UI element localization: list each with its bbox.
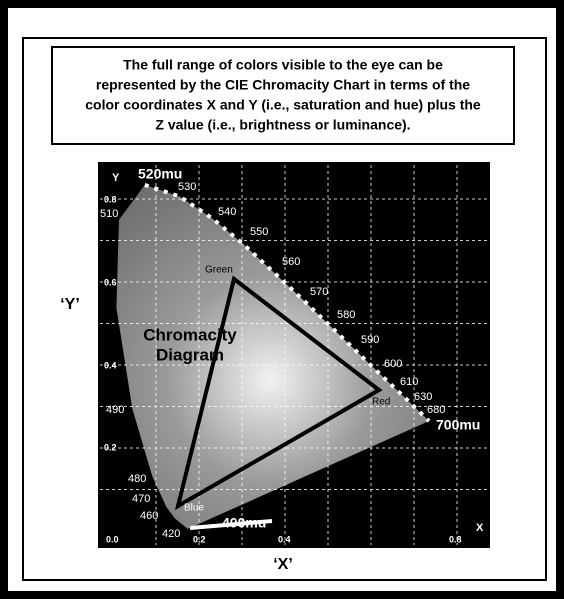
x-tick-label: 0.4 <box>278 534 291 544</box>
purple-line-tick <box>189 519 273 530</box>
wavelength-label: 520mu <box>138 166 182 182</box>
wavelength-label: 490 <box>106 404 124 416</box>
inner-frame <box>22 37 547 581</box>
wavelength-label: 420 <box>162 528 180 540</box>
y-tick-label: 0.2 <box>104 442 117 452</box>
wavelength-label: 580 <box>337 309 355 321</box>
caption-line: The full range of colors visible to the … <box>123 57 443 73</box>
wavelength-label: 630 <box>414 391 432 403</box>
gamut-triangle <box>174 275 383 511</box>
x-tick-label: 0.2 <box>193 534 206 544</box>
wavelength-label: 570 <box>310 286 328 298</box>
wavelength-label: 510 <box>100 208 118 220</box>
wavelength-label: 610 <box>400 376 418 388</box>
wavelength-label: 400mu <box>222 515 266 531</box>
vertex-label: Red <box>372 397 390 408</box>
y-tick-label: 0.4 <box>104 360 117 370</box>
wavelength-label: 590 <box>361 334 379 346</box>
x-axis-label: ‘X’ <box>273 556 293 573</box>
x-tick-label: 0.8 <box>449 534 462 544</box>
wavelength-label: 560 <box>282 256 300 268</box>
caption-line: Z value (i.e., brightness or luminance). <box>155 117 410 133</box>
region-label: Chromacity Diagram <box>143 325 237 364</box>
vertex-labels: Green Red Blue <box>184 265 390 514</box>
wavelength-label: 460 <box>140 510 158 522</box>
wavelength-label: 540 <box>218 206 236 218</box>
axis-name: Y <box>112 172 120 184</box>
wavelength-label: 530 <box>178 181 196 193</box>
y-axis-label: ‘Y’ <box>60 296 80 313</box>
wavelength-label: 600 <box>384 358 402 370</box>
caption: The full range of colors visible to the … <box>85 57 481 133</box>
axis-ticks: Y X 0.8 0.6 0.4 0.2 0.0 0.2 0.4 0.8 <box>104 172 484 544</box>
caption-line: color coordinates X and Y (i.e., saturat… <box>85 97 481 113</box>
wavelength-label: 550 <box>250 226 268 238</box>
y-tick-label: 0.6 <box>104 277 117 287</box>
wavelength-label: 700mu <box>436 417 480 433</box>
x-tick-label: 0.0 <box>106 534 119 544</box>
vertex-label: Blue <box>184 503 204 514</box>
region-label-line: Chromacity <box>143 325 237 344</box>
caption-line: represented by the CIE Chromacity Chart … <box>96 77 470 93</box>
y-tick-label: 0.8 <box>104 194 117 204</box>
region-label-line: Diagram <box>156 345 224 364</box>
vertex-label: Green <box>205 265 233 276</box>
caption-box <box>51 46 515 145</box>
wavelength-label: 480 <box>128 473 146 485</box>
axis-name: X <box>476 522 484 534</box>
wavelength-label: 470 <box>132 493 150 505</box>
wavelength-label: 680 <box>427 404 445 416</box>
